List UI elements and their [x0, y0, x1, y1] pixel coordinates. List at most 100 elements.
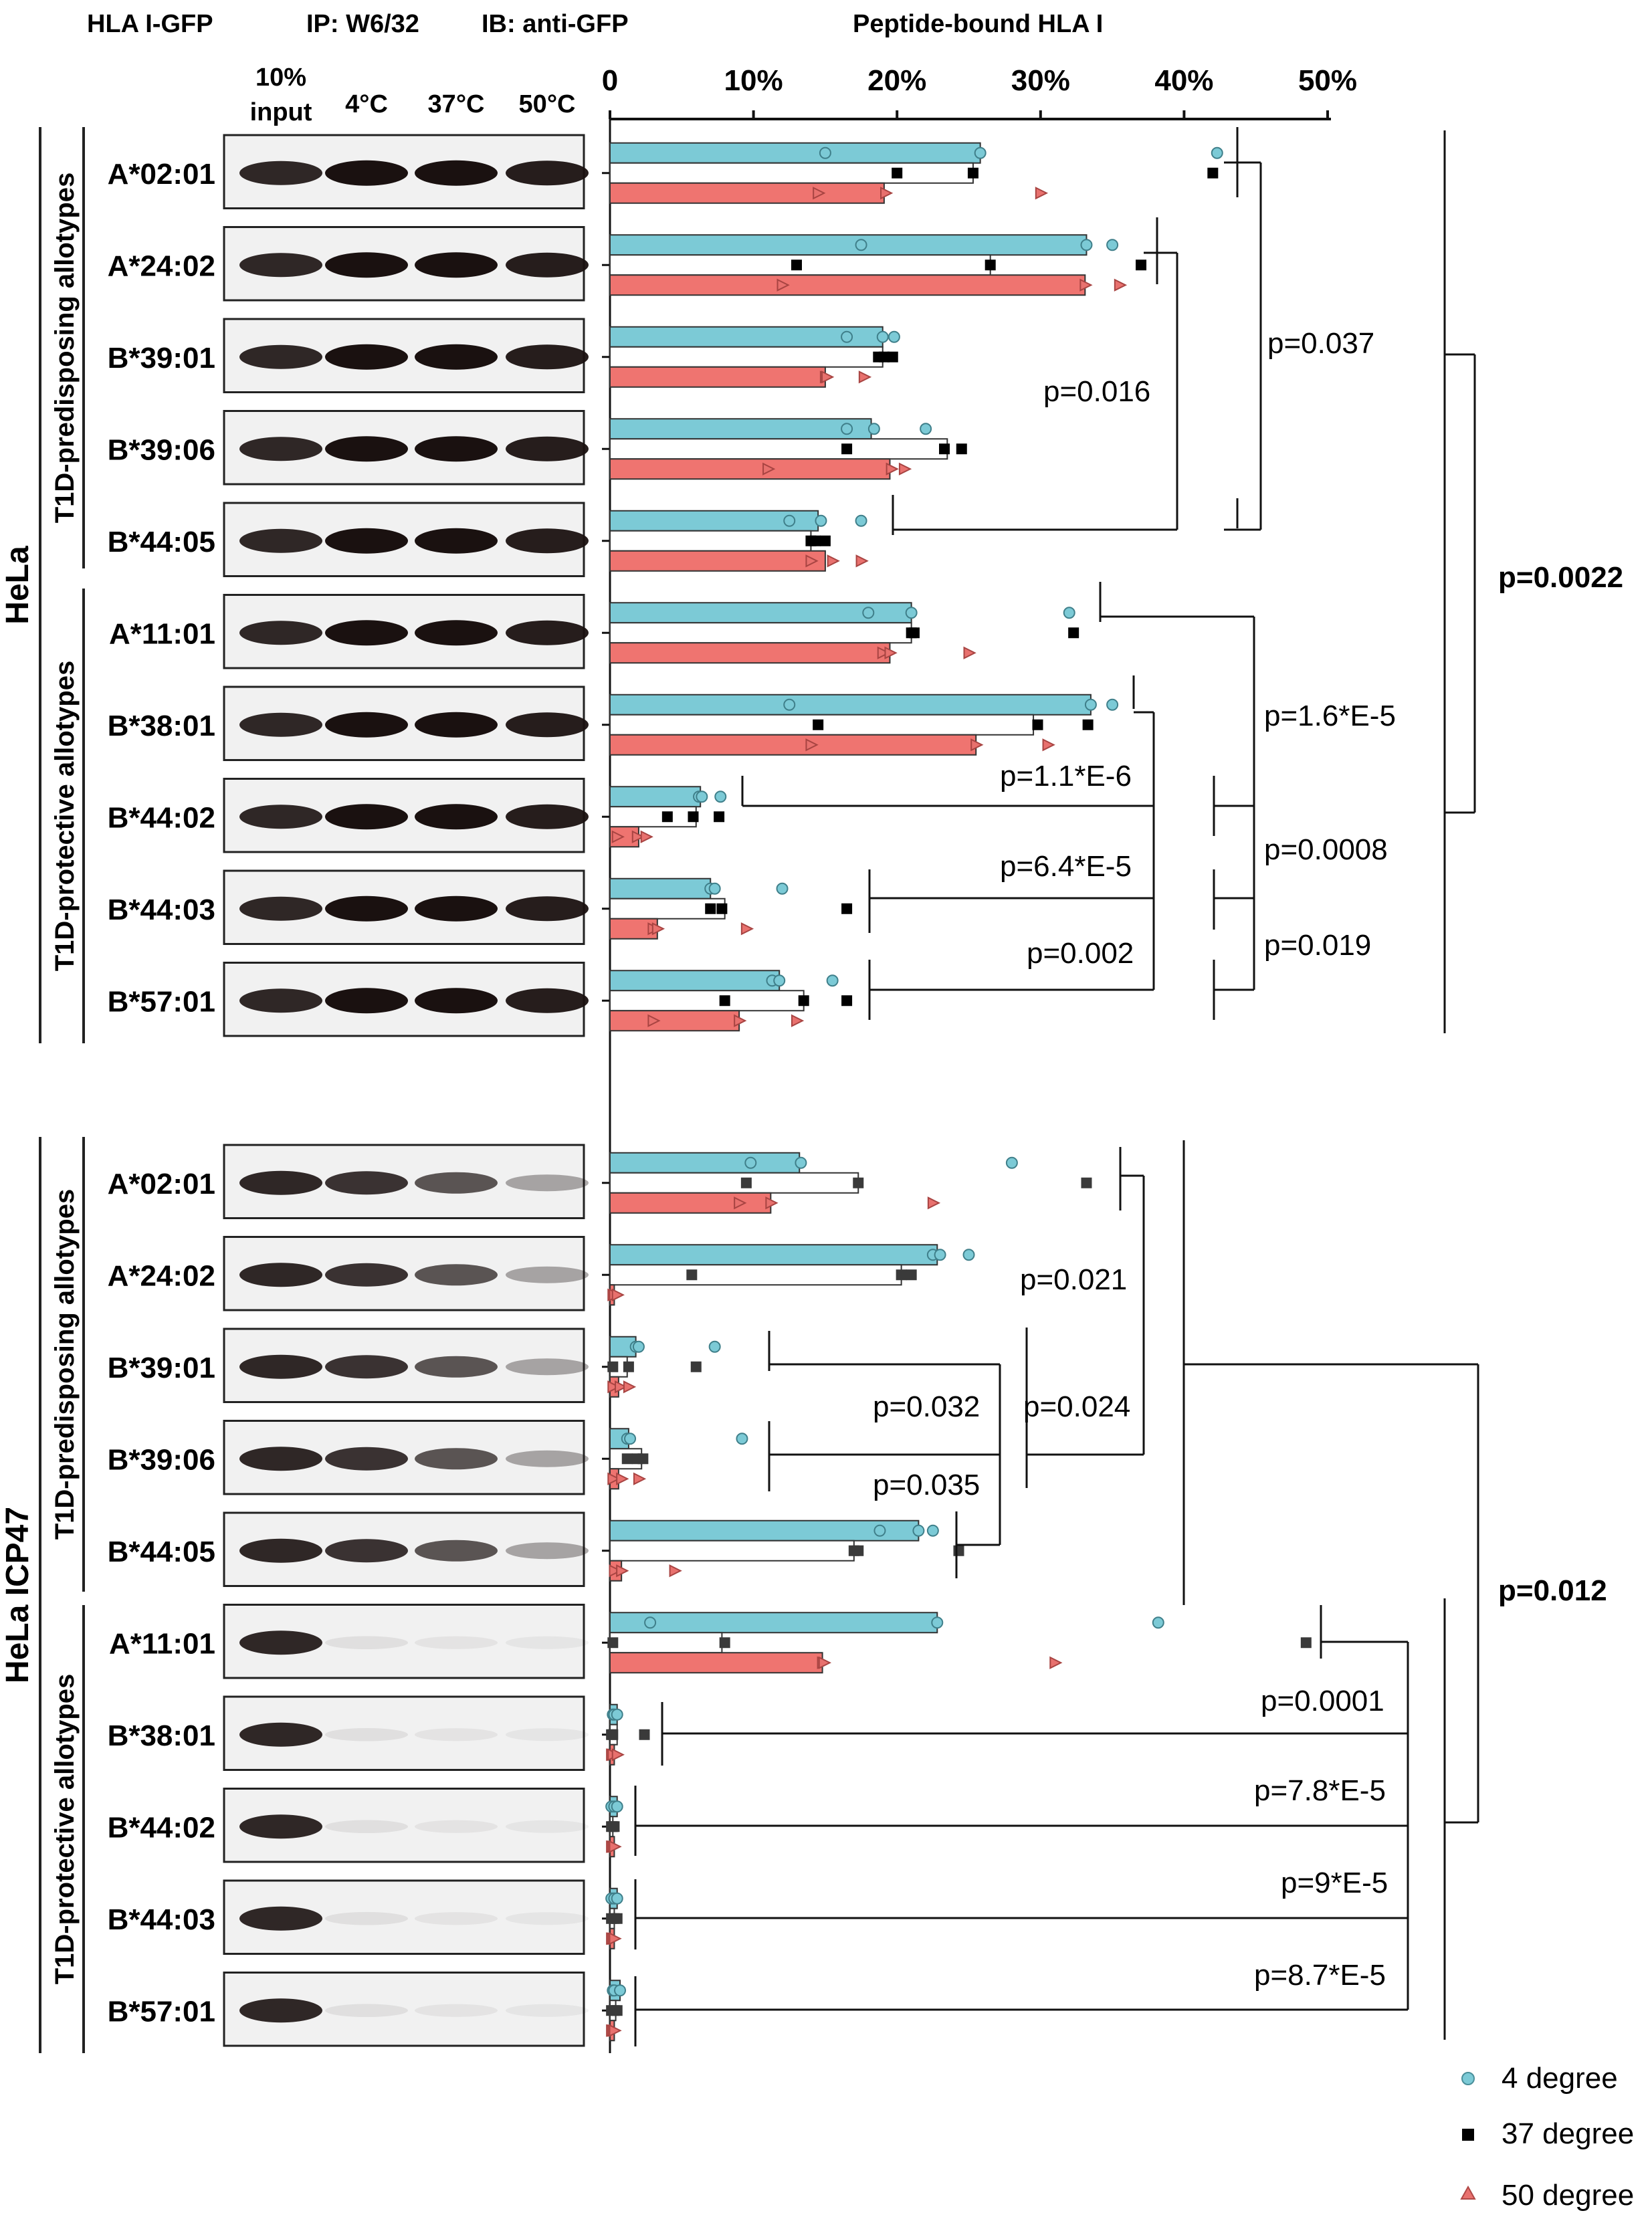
pvalue-hela-overall: p=0.0022: [1498, 561, 1623, 594]
allotype-label: B*44:03: [108, 893, 215, 926]
allotype-label: A*11:01: [109, 617, 215, 650]
significance-brackets-icp47: [634, 1140, 1479, 2046]
allotype-label: A*02:01: [108, 1168, 215, 1200]
point-50-degree: [886, 462, 899, 475]
blot-band: [239, 1354, 322, 1379]
bar-4-degree: [609, 970, 781, 992]
blot-band: [239, 988, 322, 1013]
blot-band: [506, 712, 589, 738]
point-4-degree: [611, 1892, 623, 1905]
point-50-degree: [858, 371, 872, 384]
point-37-degree: [661, 811, 673, 823]
point-50-degree: [898, 462, 912, 475]
point-37-degree: [688, 811, 699, 823]
point-37-degree: [623, 1361, 634, 1372]
x-tick-label: 0: [602, 64, 618, 97]
blot-band: [239, 161, 322, 185]
point-4-degree: [931, 1616, 944, 1629]
blot-band: [415, 436, 498, 462]
blot-band: [239, 528, 322, 553]
point-4-degree: [1106, 239, 1119, 251]
point-50-degree: [818, 1656, 831, 1669]
blot-band: [239, 712, 322, 737]
blot-band: [415, 1636, 498, 1649]
bar-50-degree: [609, 734, 977, 756]
blot-band: [415, 1540, 498, 1562]
point-4-degree: [783, 514, 796, 527]
point-4-degree: [708, 1340, 721, 1353]
bar-4-degree: [609, 418, 872, 440]
construct-label: HLA I-GFP: [87, 10, 213, 38]
western-blots: [223, 134, 589, 2047]
point-4-degree: [974, 146, 987, 159]
point-50-degree: [616, 1472, 629, 1485]
point-4-degree: [614, 1984, 627, 1997]
legend-label-37: 37 degree: [1502, 2117, 1634, 2150]
legend-marker-50: [1460, 2185, 1476, 2200]
bar-50-degree: [609, 550, 826, 572]
pvalue-hela-7: p=0.019: [1264, 929, 1371, 962]
blot-band: [325, 160, 408, 186]
x-tick-label: 50%: [1298, 64, 1357, 97]
x-tick-label: 30%: [1011, 64, 1070, 97]
blot-band: [325, 436, 408, 462]
point-4-degree: [1152, 1616, 1164, 1629]
point-37-degree: [841, 903, 853, 914]
point-37-degree: [609, 1821, 620, 1832]
legend: 4 degree 37 degree 50 degree: [1460, 2062, 1634, 2212]
x-tick-label: 40%: [1154, 64, 1213, 97]
blot-band: [325, 1911, 408, 1925]
blot-band: [239, 621, 322, 645]
point-37-degree: [878, 351, 890, 362]
allotype-label: B*44:02: [108, 801, 215, 834]
bar-50-degree: [609, 642, 891, 664]
point-4-degree: [888, 330, 900, 343]
blot-band: [506, 528, 589, 554]
pvalue-icp-overall: p=0.012: [1498, 1574, 1607, 1607]
cell-line-hela: HeLa: [0, 546, 35, 625]
allotype-label: B*57:01: [108, 985, 215, 1018]
point-50-degree: [1042, 738, 1055, 752]
blot-band: [506, 252, 589, 278]
allotype-label: A*24:02: [108, 249, 215, 282]
point-4-degree: [736, 1433, 748, 1445]
col-header-input-top: 10%: [255, 64, 306, 92]
point-4-degree: [795, 1156, 807, 1169]
point-37-degree: [607, 1729, 619, 1740]
point-4-degree: [783, 698, 796, 711]
bar-50-degree: [609, 458, 891, 480]
point-50-degree: [631, 830, 645, 843]
point-37-degree: [621, 1453, 633, 1465]
blot-band: [415, 988, 498, 1014]
allotype-label: B*39:06: [108, 1443, 215, 1476]
point-4-degree: [876, 330, 889, 343]
point-50-degree: [1114, 278, 1128, 292]
blot-band: [506, 1266, 589, 1283]
point-4-degree: [873, 1524, 886, 1537]
pvalue-icp-1: p=0.021: [1020, 1263, 1127, 1296]
point-4-degree: [611, 1800, 623, 1813]
allotype-label: B*44:05: [108, 1536, 215, 1568]
point-50-degree: [609, 2024, 622, 2037]
blot-band: [506, 1912, 589, 1925]
ip-label: IP: W6/32: [306, 10, 419, 38]
blot-band: [325, 1636, 408, 1650]
blot-band: [415, 1172, 498, 1194]
allotype-label: B*39:01: [108, 342, 215, 375]
bar-37-degree: [609, 530, 812, 552]
bar-37-degree: [609, 806, 697, 828]
bar-37-degree: [609, 990, 805, 1012]
blot-band: [239, 437, 322, 461]
allotype-label: B*57:01: [108, 1995, 215, 2028]
point-37-degree: [719, 995, 730, 1007]
point-37-degree: [690, 1361, 702, 1372]
point-37-degree: [607, 1361, 619, 1372]
bar-37-degree: [609, 1264, 902, 1286]
point-37-degree: [637, 1453, 649, 1465]
bar-4-degree: [609, 1244, 938, 1266]
x-tick-label: 10%: [724, 64, 783, 97]
point-4-degree: [934, 1249, 946, 1261]
point-4-degree: [1084, 698, 1097, 711]
point-37-degree: [953, 1545, 964, 1556]
